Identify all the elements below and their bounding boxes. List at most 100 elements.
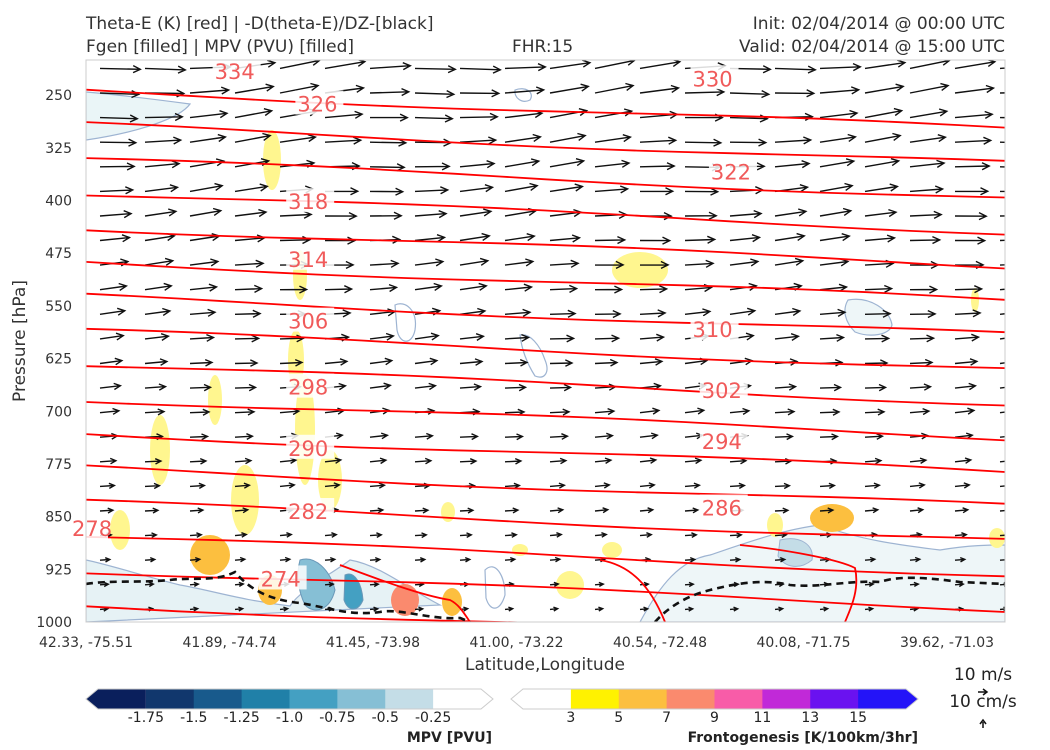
mpv-colorbar-label: MPV [PVU]	[407, 730, 492, 746]
wind-vector	[909, 285, 939, 294]
wind-vector	[819, 233, 851, 242]
colorbar-tick-label: 3	[566, 710, 575, 726]
wind-vector	[639, 162, 676, 171]
wind-vector	[369, 507, 385, 514]
colorbar-segment	[810, 689, 859, 709]
wind-vector	[144, 383, 168, 391]
wind-vector	[459, 232, 491, 242]
wind-vector	[819, 383, 843, 392]
wind-vector	[459, 532, 473, 539]
wind-vector	[909, 82, 950, 94]
wind-vector	[864, 234, 897, 243]
y-tick-label: 550	[45, 299, 72, 315]
mpv-shaded-region	[343, 573, 364, 610]
wind-vector	[189, 408, 211, 416]
colorbar-segment	[337, 689, 386, 709]
wind-vector	[99, 382, 123, 391]
theta-e-label: 330	[693, 67, 733, 91]
theta-e-label-bg	[699, 494, 748, 519]
wind-vector	[99, 138, 138, 147]
wind-vector	[369, 556, 382, 563]
wind-vector	[594, 581, 605, 588]
wind-vector	[234, 482, 252, 489]
wind-vector	[370, 113, 409, 122]
colorbar-segment	[289, 689, 338, 709]
theta-e-label-bg	[690, 65, 739, 90]
theta-e-label: 278	[72, 517, 112, 541]
wind-vector	[684, 187, 720, 196]
theta-e-contour	[86, 194, 1005, 236]
wind-vector	[999, 509, 1005, 512]
wind-vector	[684, 407, 706, 415]
wind-vector	[324, 211, 358, 221]
wind-vector	[414, 557, 427, 563]
wind-vector	[774, 65, 817, 74]
wind-vector	[864, 581, 875, 588]
wind-vector	[99, 282, 129, 291]
theta-e-contour	[86, 327, 1005, 369]
wind-vector	[774, 160, 811, 169]
wind-vector	[459, 507, 475, 514]
wind-vector	[909, 507, 925, 514]
wind-vector	[639, 136, 678, 145]
wind-vector	[234, 108, 274, 119]
wind-vector	[459, 257, 490, 266]
colorbar-tick-label: -1.5	[180, 710, 207, 726]
colorbar-segment	[858, 689, 918, 709]
wind-vector	[189, 133, 227, 143]
wind-vector	[459, 112, 499, 122]
wind-vector	[234, 359, 259, 367]
wind-vector	[144, 333, 170, 341]
wind-vector	[369, 163, 406, 172]
wind-vector	[639, 507, 655, 514]
wind-vector	[999, 116, 1005, 119]
wind-vector	[774, 507, 790, 514]
theta-e-label-bg	[699, 377, 748, 402]
wind-vector	[234, 457, 253, 465]
wind-vector	[144, 581, 155, 588]
colorbar-segment	[762, 689, 811, 709]
wind-vector	[774, 89, 816, 98]
wind-vector	[234, 309, 262, 318]
wind-vector	[864, 606, 875, 612]
fgen-shaded-region	[602, 542, 622, 558]
wind-vector	[144, 136, 183, 145]
wind-vector	[999, 411, 1005, 414]
wind-vector	[504, 606, 515, 612]
wind-vector	[729, 234, 762, 243]
wind-vector	[819, 158, 856, 168]
plot-area	[86, 60, 1005, 622]
wind-vector	[234, 132, 272, 143]
wind-vector	[99, 332, 125, 341]
theta-e-label-bg	[708, 158, 757, 183]
wind-vector	[639, 285, 669, 294]
colorbar-tick-label: 5	[614, 710, 623, 726]
wind-vector	[144, 184, 180, 193]
wind-vector	[414, 89, 456, 99]
wind-vector	[909, 108, 949, 119]
wind-vector	[414, 210, 448, 219]
theta-e-contour	[86, 121, 1005, 162]
theta-e-contour	[86, 536, 1005, 578]
wind-vector	[144, 532, 158, 539]
wind-vector	[459, 556, 472, 563]
wind-vector	[189, 358, 214, 367]
wind-vector	[594, 334, 621, 343]
wind-vector	[99, 457, 118, 465]
wind-vector	[954, 84, 996, 94]
theta-e-label-bg	[286, 307, 335, 332]
colorbar-tick-label: -1.75	[128, 710, 164, 726]
fgen-shaded-region	[231, 465, 259, 535]
wind-vector	[189, 258, 220, 267]
wind-vector	[774, 383, 798, 391]
wind-vector	[144, 507, 160, 514]
wind-vector	[414, 532, 428, 539]
wind-vector	[504, 133, 542, 143]
theta-e-label: 326	[297, 93, 337, 117]
init-time: Init: 02/04/2014 @ 00:00 UTC	[752, 14, 1005, 34]
fgen-shaded-region	[810, 504, 854, 532]
wind-vector	[234, 183, 269, 193]
wind-vector	[234, 334, 261, 343]
colorbar-tick-label: 11	[753, 710, 771, 726]
wind-vector	[684, 606, 695, 612]
